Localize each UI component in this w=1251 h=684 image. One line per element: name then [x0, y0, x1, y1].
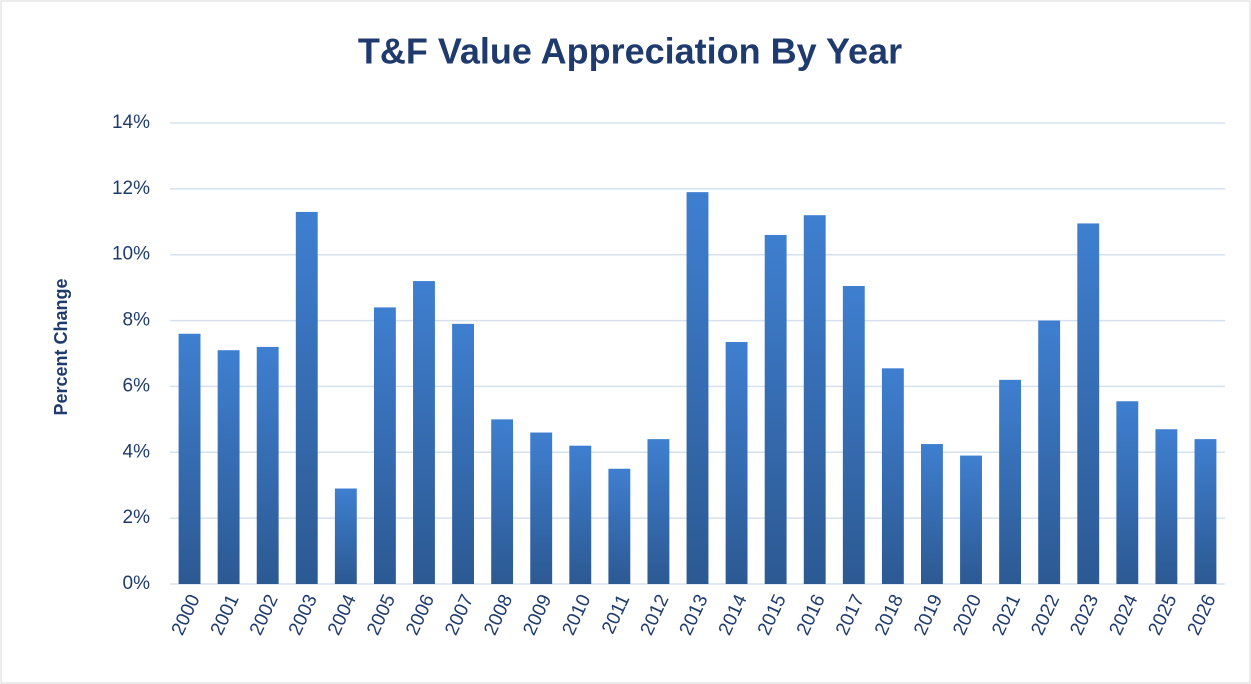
y-tick-label: 12% [112, 178, 150, 199]
bar [491, 419, 514, 584]
bar [178, 333, 201, 584]
y-tick-label: 2% [123, 507, 151, 528]
y-axis-title: Percent Change [51, 278, 71, 415]
bar [413, 281, 435, 584]
bar [452, 323, 474, 584]
y-tick-label: 4% [123, 441, 151, 462]
bar [530, 432, 553, 584]
bar [1155, 429, 1178, 584]
bar [1038, 320, 1061, 584]
bar [686, 192, 709, 584]
bar [803, 215, 826, 584]
bar [373, 307, 396, 584]
bar [725, 341, 748, 584]
bar [999, 379, 1022, 584]
y-tick-label: 10% [112, 244, 150, 265]
bar [647, 439, 670, 584]
bar [1077, 223, 1100, 585]
bar [295, 211, 318, 584]
bar [569, 445, 592, 584]
bar [842, 285, 865, 584]
chart-title: T&F Value Appreciation By Year [358, 31, 902, 72]
bar [217, 350, 240, 584]
y-tick-label: 0% [123, 573, 151, 594]
y-tick-label: 8% [123, 310, 151, 331]
bar [256, 346, 279, 584]
bar [334, 488, 357, 584]
bar [921, 444, 943, 584]
bar [764, 234, 787, 584]
bar [608, 468, 631, 584]
bar [960, 455, 982, 584]
y-tick-label: 6% [123, 375, 151, 396]
y-tick-label: 14% [112, 112, 150, 133]
bar [1116, 401, 1139, 584]
bar [881, 368, 904, 584]
bar [1194, 439, 1217, 584]
